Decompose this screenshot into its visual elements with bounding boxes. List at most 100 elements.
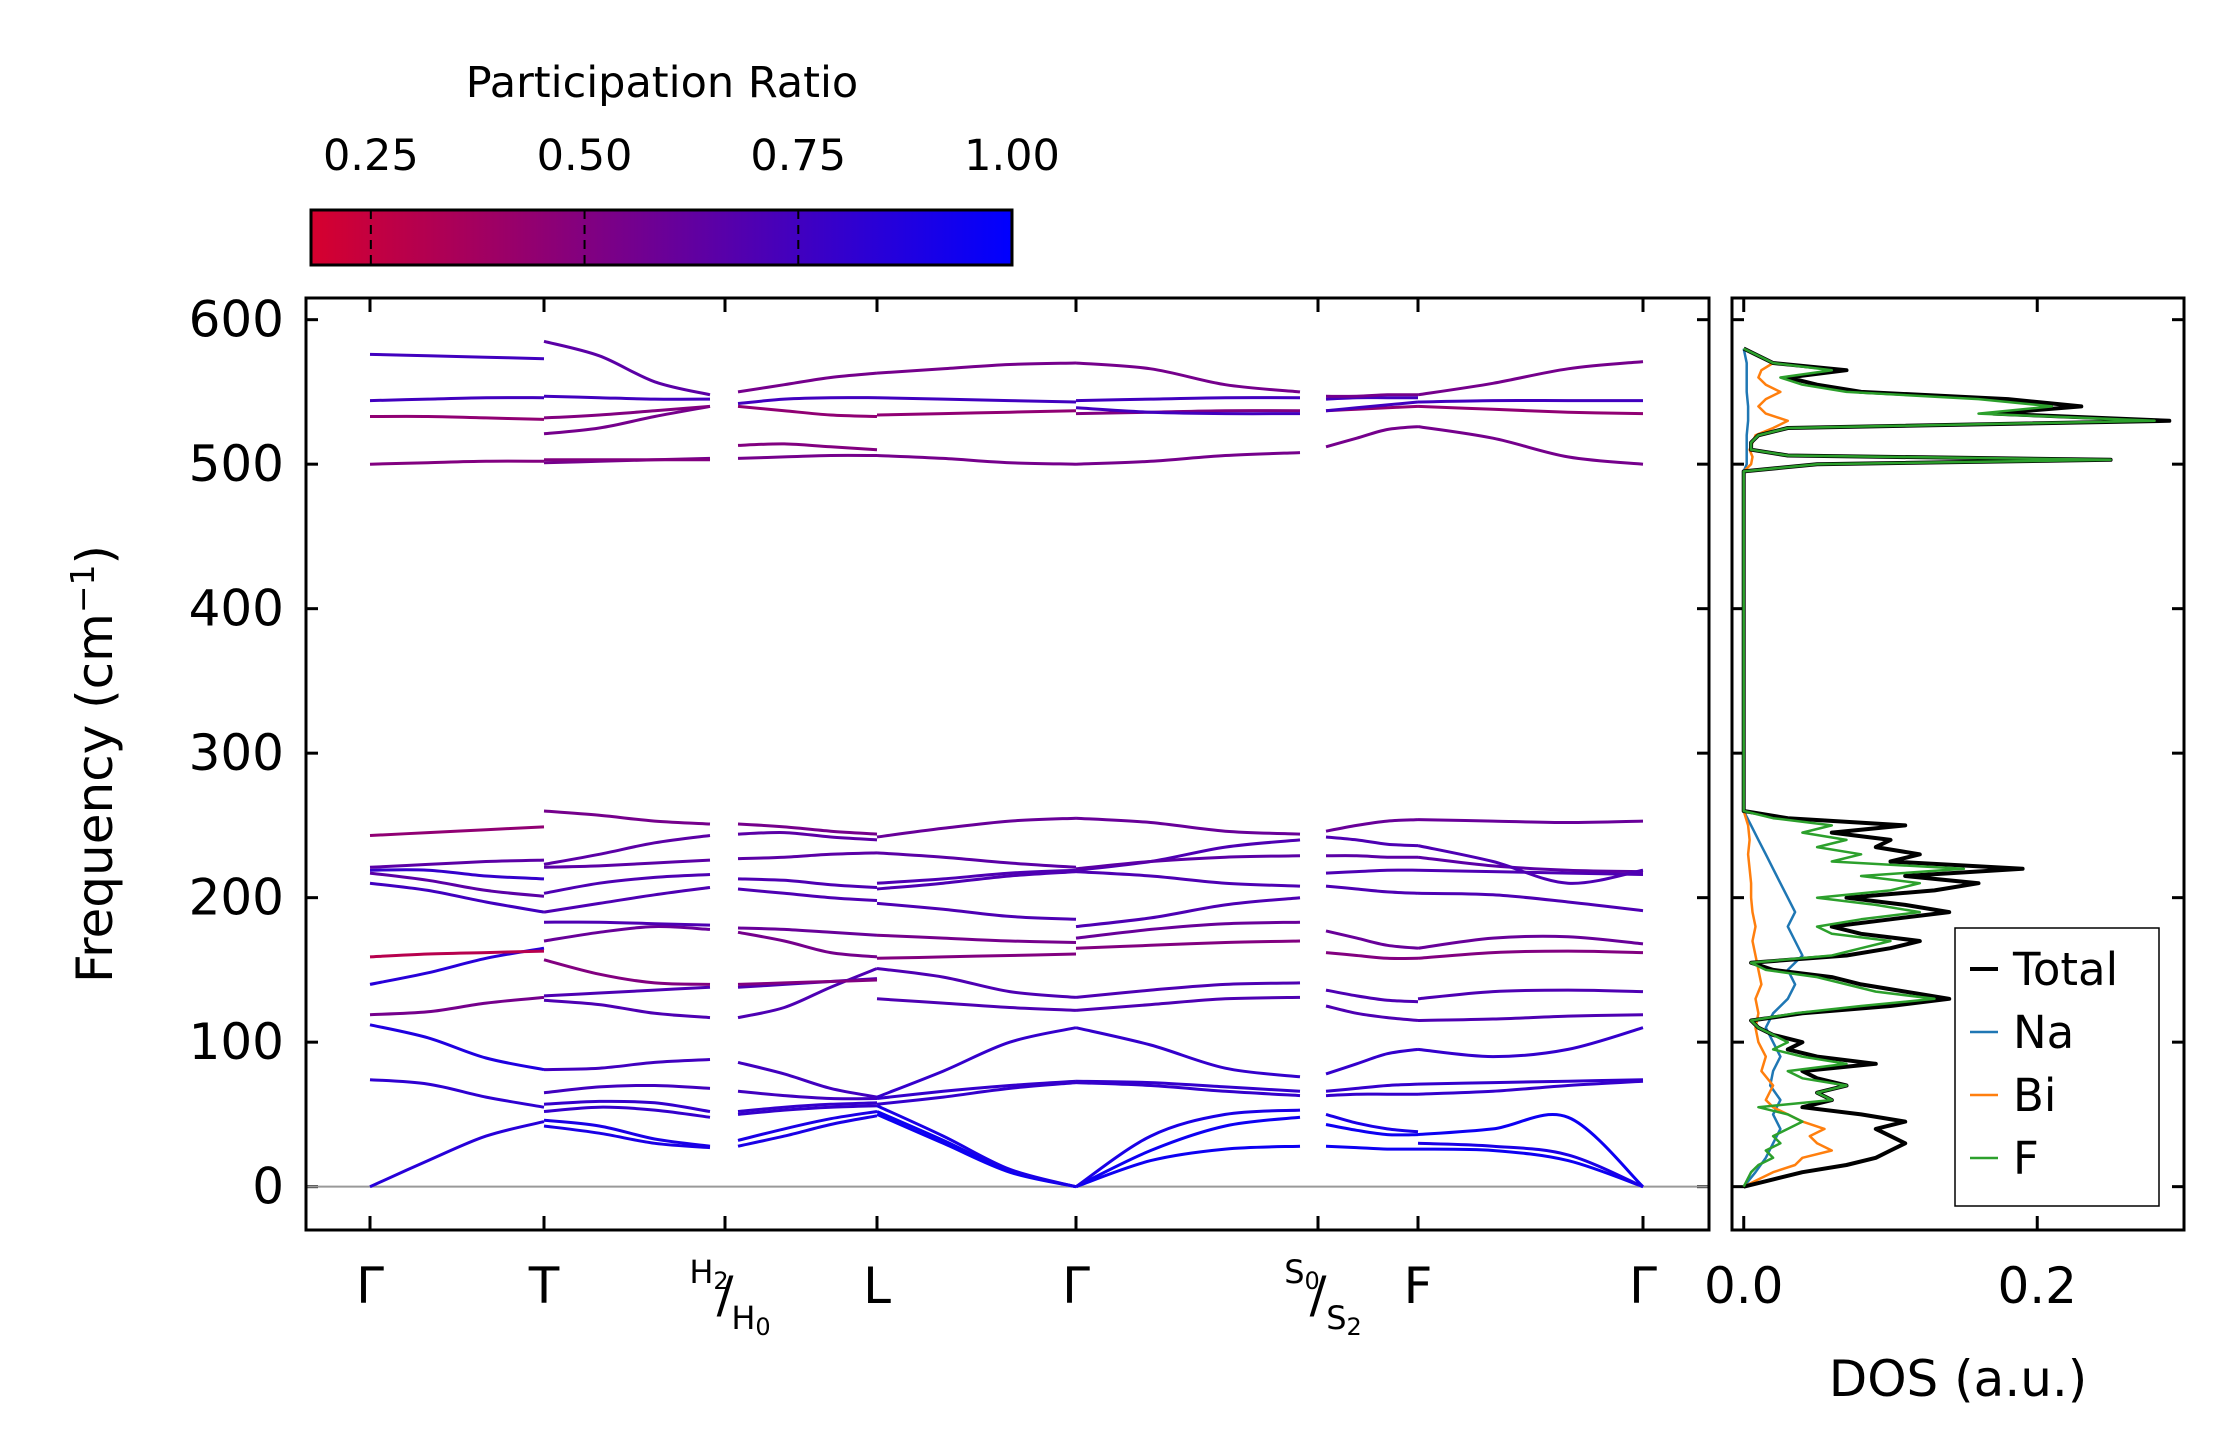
phonon-band: [1075, 1081, 1301, 1098]
dos-axes: 0.0 0.2 DOS (a.u.) Total Na Bi F: [1704, 296, 2186, 1408]
legend-label: F: [2013, 1132, 2039, 1185]
colorbar-tick-label: 0.50: [537, 131, 633, 181]
frequency-tick-labels: 0 100 200 300 400 500 600: [189, 291, 284, 1216]
phonon-band: [737, 1104, 878, 1116]
phonon-band: [1417, 868, 1644, 876]
phonon-band: [876, 816, 1077, 839]
colorbar-tick-labels: 0.25 0.50 0.75 1.00: [323, 131, 1060, 181]
phonon-band: [369, 396, 545, 403]
legend-label: Na: [2013, 1006, 2074, 1059]
legend-label: Total: [2012, 943, 2118, 996]
dos-plot-frame: [1730, 296, 2186, 1232]
phonon-band: [1075, 1079, 1301, 1093]
phonon-band: [1417, 818, 1644, 825]
high-symmetry-label: Γ: [356, 1257, 384, 1315]
phonon-band: [543, 873, 711, 895]
split-high-symmetry-label: S0/S2: [1284, 1253, 1362, 1341]
high-symmetry-label: T: [528, 1257, 560, 1315]
colorbar-title: Participation Ratio: [466, 58, 859, 108]
phonon-band: [1325, 929, 1419, 950]
phonon-band: [1075, 396, 1301, 403]
phonon-band: [1075, 870, 1301, 888]
phonon-band: [876, 967, 1077, 999]
phonon-band: [1417, 360, 1644, 397]
phonon-band: [737, 1110, 878, 1142]
phonon-band: [737, 1089, 878, 1101]
phonon-band: [1325, 400, 1419, 413]
phonon-band: [1417, 1113, 1645, 1188]
phonon-band: [1075, 920, 1301, 940]
phonon-band: [543, 394, 711, 401]
dos-curve-bi: [1742, 347, 1834, 1188]
high-symmetry-label: L: [863, 1257, 891, 1315]
high-symmetry-label: Γ: [1062, 1257, 1090, 1315]
phonon-band: [543, 958, 711, 986]
phonon-band: [369, 414, 545, 421]
band-segment: [876, 361, 1077, 1189]
phonon-band: [1417, 855, 1644, 874]
phonon-band: [876, 870, 1077, 891]
phonon-band: [737, 831, 878, 842]
phonon-band: [369, 1120, 545, 1189]
phonon-band: [1325, 393, 1419, 398]
phonon-band: [1325, 951, 1419, 961]
phonon-band: [1325, 1092, 1418, 1098]
phonon-band: [876, 1110, 1077, 1189]
phonon-band: [876, 1104, 1077, 1189]
phonon-band: [1417, 1078, 1644, 1086]
phonon-band: [1075, 1026, 1301, 1079]
phonon-band: [1325, 396, 1418, 401]
split-label-lower: H0: [731, 1299, 770, 1341]
phonon-band: [737, 822, 878, 836]
phonon-band: [543, 1099, 711, 1113]
high-symmetry-label: F: [1404, 1257, 1433, 1315]
dos-legend: Total Na Bi F: [1954, 927, 2160, 1207]
dos-axis-title: DOS (a.u.): [1829, 1350, 2088, 1408]
split-label-lower-sub: 2: [1347, 1313, 1362, 1341]
phonon-band: [1417, 425, 1644, 466]
split-label-slash: /: [717, 1266, 734, 1324]
dos-tick-label: 0.2: [1997, 1257, 2077, 1315]
split-label-upper-sub: 0: [1305, 1267, 1320, 1295]
phonon-band: [543, 834, 711, 866]
ylabel-superscript: −1: [63, 564, 102, 613]
split-high-symmetry-label: H2/H0: [689, 1253, 770, 1341]
phonon-band: [737, 930, 878, 959]
ylabel-suffix: ): [66, 545, 124, 565]
phonon-band: [876, 901, 1077, 921]
phonon-band: [1417, 404, 1644, 416]
phonon-band: [1325, 854, 1419, 859]
frequency-tick-label: 100: [189, 1013, 284, 1071]
phonon-band: [543, 1105, 711, 1119]
legend-frame: [1954, 927, 2160, 1207]
phonon-band: [1325, 1047, 1419, 1076]
phonon-band: [543, 985, 711, 998]
phonon-band: [876, 952, 1077, 960]
phonon-band: [1075, 854, 1301, 871]
dos-curve-na: [1742, 348, 1804, 1188]
phonon-band: [1417, 1079, 1644, 1096]
phonon-band: [369, 871, 545, 898]
phonon-band: [1325, 835, 1419, 848]
phonon-band: [543, 339, 711, 397]
band-segment: [1075, 361, 1301, 1189]
phonon-band: [1075, 361, 1301, 394]
phonon-band: [737, 967, 878, 1020]
band-segment: [369, 352, 545, 1189]
phonon-band: [543, 809, 711, 826]
phonon-band: [369, 949, 545, 959]
dos-curve-f: [1742, 347, 2156, 1188]
phonon-band: [369, 352, 545, 361]
phonon-band: [737, 1114, 878, 1148]
phonon-band: [1075, 409, 1301, 416]
colorbar-tick-label: 0.25: [323, 131, 419, 181]
phonon-band: [1075, 939, 1301, 950]
phonon-band: [369, 881, 545, 914]
phonon-band: [1075, 981, 1301, 999]
phonon-band: [1417, 891, 1644, 913]
phonon-band: [1075, 896, 1301, 929]
split-label-slash: /: [1310, 1266, 1327, 1324]
frequency-tick-label: 400: [189, 580, 284, 638]
